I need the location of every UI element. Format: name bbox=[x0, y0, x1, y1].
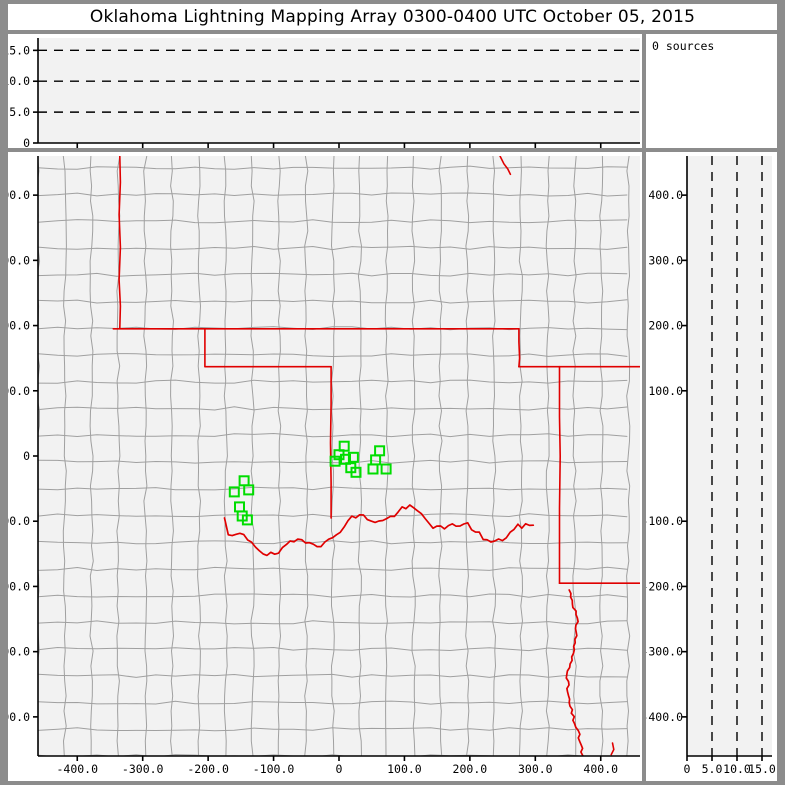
svg-text:0: 0 bbox=[23, 449, 30, 463]
title-bar: Oklahoma Lightning Mapping Array 0300-04… bbox=[8, 4, 777, 30]
svg-text:200.0: 200.0 bbox=[8, 319, 30, 333]
svg-text:-400.0: -400.0 bbox=[56, 762, 98, 776]
svg-text:400.0: 400.0 bbox=[648, 188, 683, 202]
lma-source-marker bbox=[347, 451, 359, 463]
svg-text:5.0: 5.0 bbox=[9, 105, 30, 119]
svg-text:-200.0: -200.0 bbox=[8, 579, 30, 593]
svg-text:200.0: 200.0 bbox=[453, 762, 488, 776]
svg-text:-300.0: -300.0 bbox=[8, 645, 30, 659]
time-height-axes: 05.010.015.0-400.0-300.0-200.0-100.00100… bbox=[8, 38, 640, 148]
sources-count-panel: 0 sources bbox=[646, 34, 777, 148]
lma-source-marker bbox=[380, 463, 392, 475]
lma-source-marker bbox=[350, 466, 362, 478]
svg-text:10.0: 10.0 bbox=[723, 762, 751, 776]
svg-text:300.0: 300.0 bbox=[648, 253, 683, 267]
height-count-axes: -400.0 -300.0 -200.0 -100.0 100.0 200.0 300.0 4… bbox=[646, 156, 776, 776]
height-count-plot-area bbox=[687, 156, 772, 756]
svg-text:300.0: 300.0 bbox=[8, 253, 30, 267]
height-count-panel: -400.0 -300.0 -200.0 -100.0 100.0 200.0 300.0 4… bbox=[646, 152, 777, 781]
svg-text:0: 0 bbox=[336, 762, 343, 776]
svg-text:-300.0: -300.0 bbox=[646, 645, 683, 659]
svg-text:100.0: 100.0 bbox=[387, 762, 422, 776]
svg-text:-200.0: -200.0 bbox=[646, 579, 683, 593]
map-plot-area bbox=[38, 156, 640, 756]
svg-text:5.0: 5.0 bbox=[702, 762, 723, 776]
lma-source-marker bbox=[329, 455, 341, 467]
svg-text:0: 0 bbox=[684, 762, 691, 776]
svg-text:-200.0: -200.0 bbox=[187, 762, 229, 776]
svg-text:-100.0: -100.0 bbox=[253, 762, 295, 776]
time-height-panel: 05.010.015.0-400.0-300.0-200.0-100.00100… bbox=[8, 34, 642, 148]
plan-view-map-panel: -400.0 -300.0 -200.0 -100.0 0 100.0 200.0 300.0… bbox=[8, 152, 642, 781]
lma-source-marker bbox=[243, 484, 255, 496]
svg-text:-300.0: -300.0 bbox=[122, 762, 164, 776]
lma-source-marker bbox=[367, 463, 379, 475]
svg-text:-100.0: -100.0 bbox=[8, 514, 30, 528]
svg-text:-400.0: -400.0 bbox=[646, 710, 683, 724]
svg-text:100.0: 100.0 bbox=[648, 384, 683, 398]
svg-text:300.0: 300.0 bbox=[518, 762, 553, 776]
lma-source-marker bbox=[241, 514, 253, 526]
svg-text:-400.0: -400.0 bbox=[8, 710, 30, 724]
svg-text:100.0: 100.0 bbox=[8, 384, 30, 398]
svg-text:400.0: 400.0 bbox=[8, 188, 30, 202]
svg-text:15.0: 15.0 bbox=[8, 43, 30, 57]
map-graphics bbox=[38, 156, 640, 756]
time-height-plot-area bbox=[38, 38, 640, 143]
svg-text:200.0: 200.0 bbox=[648, 319, 683, 333]
page-title: Oklahoma Lightning Mapping Array 0300-04… bbox=[89, 7, 696, 27]
svg-text:-100.0: -100.0 bbox=[646, 514, 683, 528]
svg-text:10.0: 10.0 bbox=[8, 74, 30, 88]
map-axes: -400.0 -300.0 -200.0 -100.0 0 100.0 200.0 300.0… bbox=[8, 156, 640, 776]
svg-text:15.0: 15.0 bbox=[748, 762, 776, 776]
svg-text:400.0: 400.0 bbox=[583, 762, 618, 776]
sources-count-label: 0 sources bbox=[652, 39, 715, 53]
svg-text:0: 0 bbox=[23, 136, 30, 148]
lma-source-marker bbox=[228, 486, 240, 498]
